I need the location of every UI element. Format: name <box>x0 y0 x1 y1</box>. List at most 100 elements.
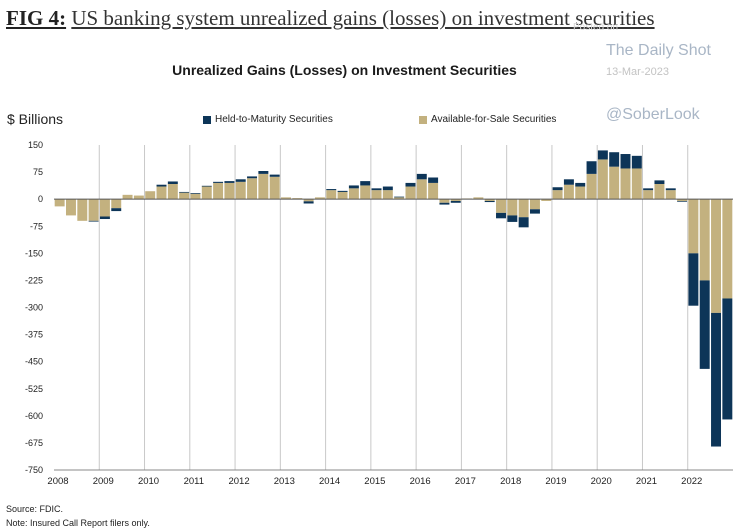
watermark-date: 13-Mar-2023 <box>606 66 669 78</box>
bar-htm <box>665 188 676 191</box>
bar-afs <box>337 191 348 200</box>
bar-afs <box>643 190 654 200</box>
y-axis-label: $ Billions <box>7 111 64 127</box>
bar-afs <box>224 182 235 200</box>
bar-afs <box>416 179 427 200</box>
bar-htm <box>382 186 393 191</box>
bar-htm <box>99 216 110 220</box>
bar-htm <box>337 190 348 192</box>
bar-htm <box>394 196 405 198</box>
x-tick-label: 2010 <box>138 476 159 487</box>
legend-swatch-afs <box>419 115 427 124</box>
bar-afs <box>654 184 665 200</box>
bar-afs <box>65 199 76 216</box>
bar-afs <box>167 184 178 200</box>
bar-afs <box>552 190 563 200</box>
y-tick-label: -300 <box>25 303 43 313</box>
bar-htm <box>643 188 654 191</box>
y-tick-label: -525 <box>25 384 43 394</box>
bar-afs <box>563 184 574 200</box>
y-tick-label: -225 <box>25 275 43 285</box>
bar-htm <box>156 184 167 187</box>
footer-source: Source: FDIC. <box>6 504 64 514</box>
bar-htm <box>247 176 258 179</box>
y-tick-label: 0 <box>38 194 43 204</box>
x-tick-label: 2020 <box>591 476 612 487</box>
bar-htm <box>507 215 518 222</box>
bar-htm <box>450 200 461 203</box>
bar-htm <box>484 200 495 203</box>
x-tick-label: 2021 <box>636 476 657 487</box>
x-tick-label: 2015 <box>364 476 385 487</box>
bar-afs <box>88 199 99 221</box>
x-tick-label: 2018 <box>500 476 521 487</box>
bar-afs <box>133 195 144 200</box>
bar-afs <box>439 199 450 203</box>
legend-label-htm: Held-to-Maturity Securities <box>215 114 333 125</box>
bar-htm <box>235 179 246 182</box>
bar-htm <box>609 152 620 167</box>
bar-afs <box>529 199 540 210</box>
y-tick-label: -375 <box>25 330 43 340</box>
bar-afs <box>484 199 495 201</box>
bar-htm <box>224 181 235 183</box>
bar-afs <box>711 199 722 313</box>
x-tick-label: 2009 <box>93 476 114 487</box>
bar-htm <box>360 181 371 186</box>
y-tick-label: -600 <box>25 411 43 421</box>
footer-note: Note: Insured Call Report filers only. <box>6 518 150 528</box>
bar-afs <box>360 185 371 200</box>
y-tick-label: -75 <box>30 221 43 231</box>
x-tick-label: 2013 <box>274 476 295 487</box>
bar-afs <box>292 198 303 200</box>
bar-afs <box>122 194 133 200</box>
x-tick-label: 2014 <box>319 476 340 487</box>
bar-afs <box>586 173 597 200</box>
bar-htm <box>201 185 212 187</box>
bar-afs <box>314 197 325 200</box>
y-tick-label: -450 <box>25 357 43 367</box>
bar-afs <box>394 197 405 200</box>
bar-afs <box>597 159 608 200</box>
bar-afs <box>507 199 518 216</box>
bar-htm <box>496 212 506 219</box>
bar-afs <box>699 199 710 281</box>
bar-htm <box>179 191 190 193</box>
bar-afs <box>688 199 699 254</box>
bar-afs <box>677 199 688 201</box>
bar-htm <box>88 220 99 222</box>
bar-afs <box>665 190 676 200</box>
bar-afs <box>405 186 416 200</box>
legend-item-htm: Held-to-Maturity Securities <box>203 114 333 125</box>
bar-afs <box>450 199 461 201</box>
bar-afs <box>269 176 280 200</box>
y-tick-label: -150 <box>25 248 43 258</box>
x-tick-label: 2008 <box>47 476 68 487</box>
bar-htm <box>371 188 382 191</box>
bar-afs <box>156 186 167 200</box>
figure-label: FIG 4: <box>6 6 67 30</box>
bar-afs <box>631 168 642 200</box>
bar-afs <box>575 186 586 200</box>
chart-title: Unrealized Gains (Losses) on Investment … <box>172 62 517 78</box>
bar-afs <box>281 197 291 200</box>
bar-afs <box>371 190 382 200</box>
bar-afs <box>541 199 552 201</box>
bar-htm <box>688 253 699 306</box>
bar-htm <box>722 298 733 420</box>
bar-htm <box>416 173 427 180</box>
bar-htm <box>269 174 280 177</box>
bar-afs <box>201 186 212 200</box>
bar-htm <box>167 181 178 184</box>
bar-afs <box>99 199 110 217</box>
x-tick-label: 2019 <box>545 476 566 487</box>
legend-label-afs: Available-for-Sale Securities <box>431 114 557 125</box>
watermark-source: The Daily Shot <box>606 42 711 59</box>
x-tick-label: 2017 <box>455 476 476 487</box>
watermark-handle: @SoberLook <box>606 106 700 123</box>
bar-afs <box>303 199 314 202</box>
x-tick-label: 2012 <box>228 476 249 487</box>
bar-htm <box>439 202 450 205</box>
bar-afs <box>496 199 506 213</box>
bar-htm <box>586 161 597 174</box>
